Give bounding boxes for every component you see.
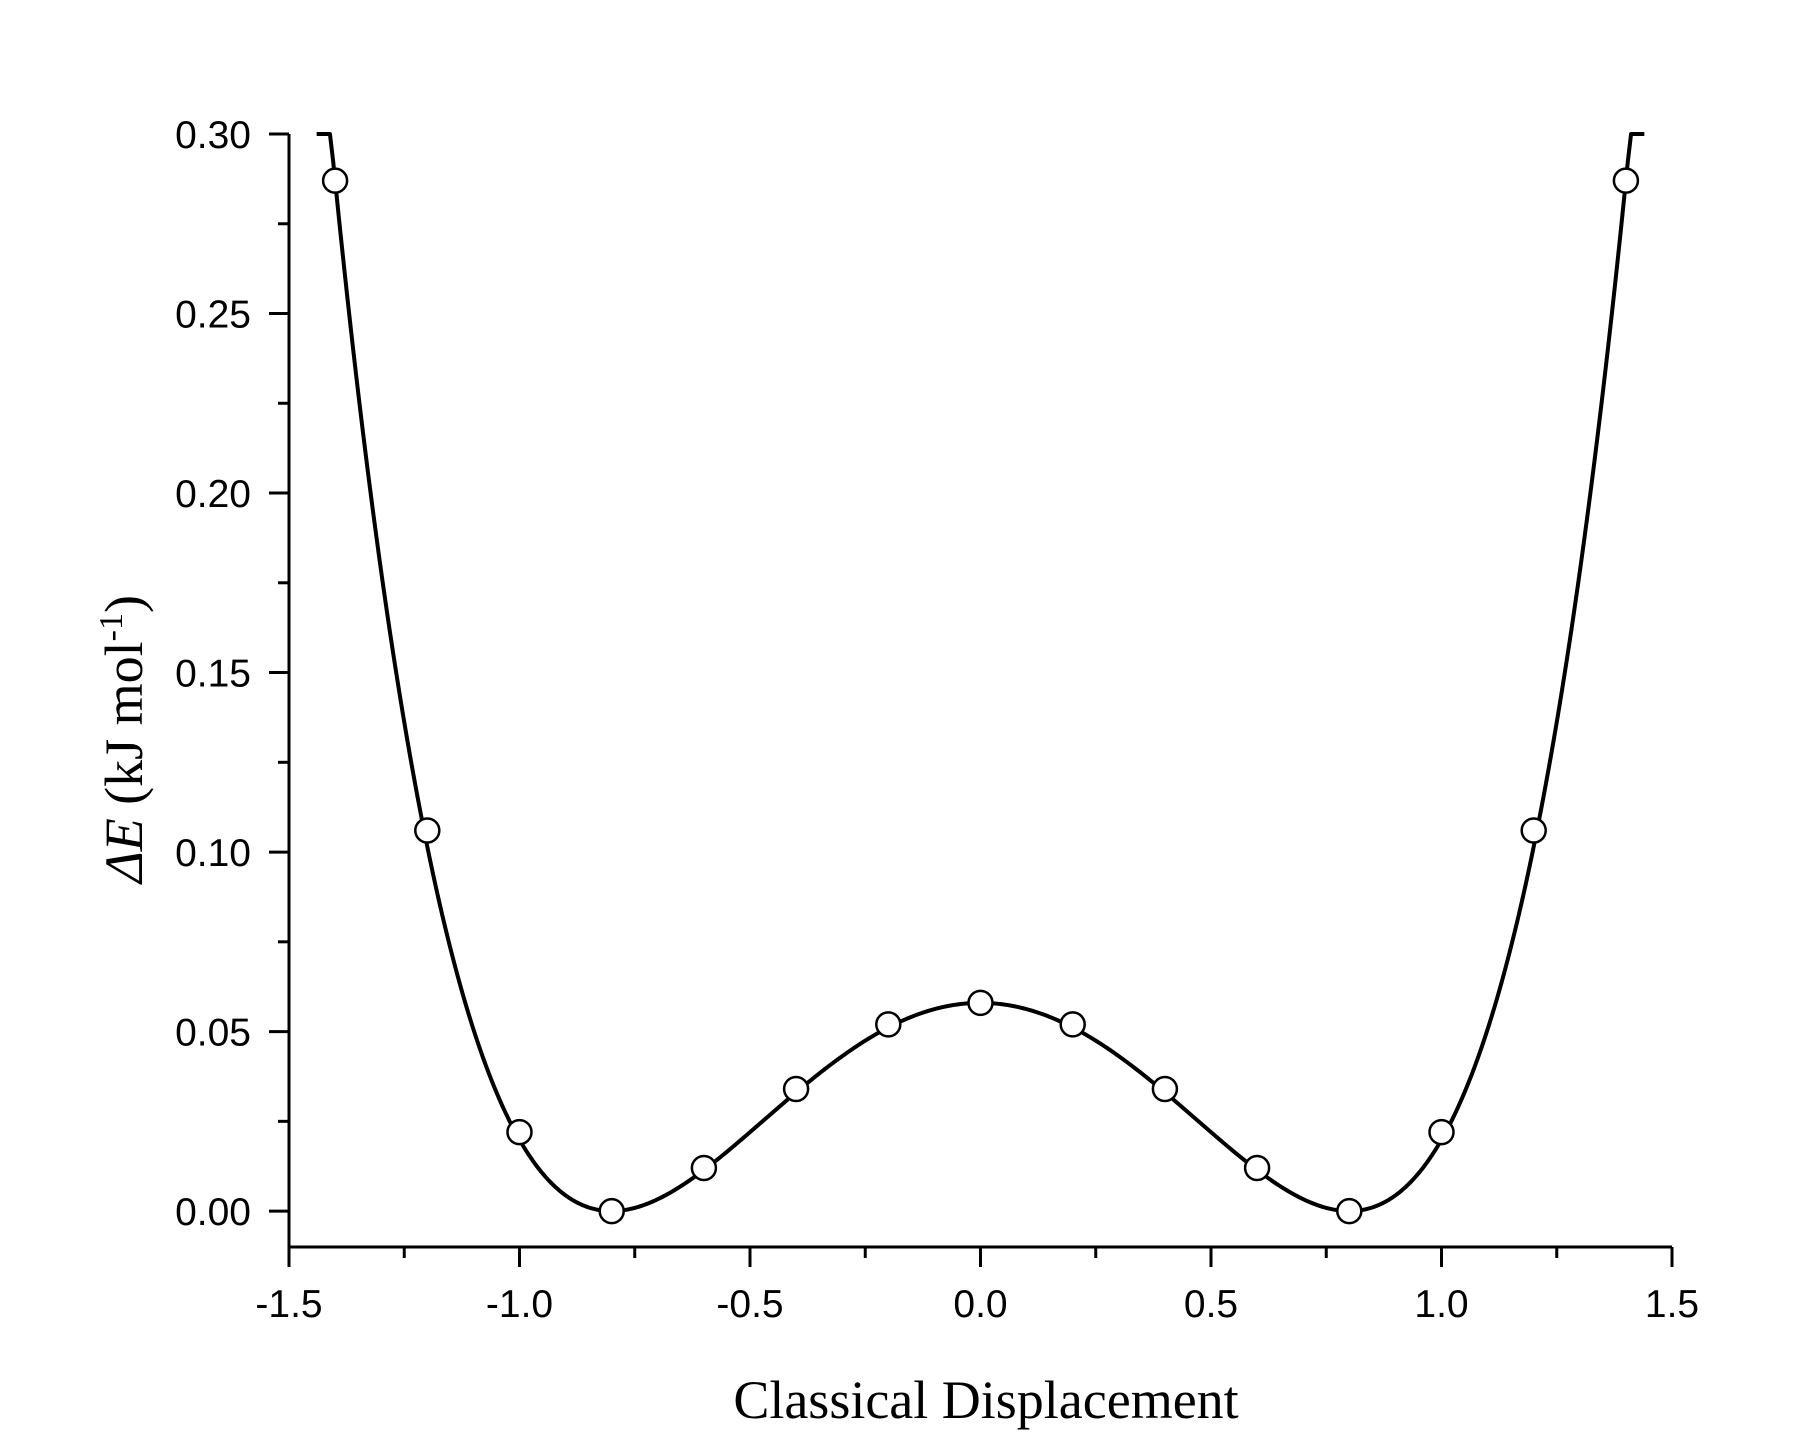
y-ticks: 0.00 0.05 0.10 0.15 0.20 0.25 0.30: [175, 114, 289, 1234]
y-tick-label: 0.10: [175, 832, 251, 875]
y-axis: 0.00 0.05 0.10 0.15 0.20 0.25 0.30: [175, 114, 291, 1247]
x-tick-label: -0.5: [716, 1283, 783, 1326]
plot-area: [316, 132, 1645, 1225]
x-tick-label: 1.0: [1414, 1283, 1468, 1326]
y-tick-label: 0.30: [175, 114, 251, 157]
data-point: [967, 989, 994, 1017]
y-axis-title-symbol: ΔE: [94, 818, 154, 885]
x-tick-label: -1.0: [486, 1283, 553, 1326]
data-point: [1336, 1197, 1363, 1225]
x-ticks: -1.5 -1.0 -0.5 0.0 0.5 1.0 1.5: [255, 1247, 1699, 1326]
data-points: [321, 167, 1640, 1225]
y-tick-label: 0.25: [175, 294, 251, 337]
x-tick-label: 0.5: [1184, 1283, 1238, 1326]
x-tick-label: 0.0: [953, 1283, 1007, 1326]
fit-curve: [316, 132, 1645, 1214]
data-point: [414, 817, 441, 844]
y-tick-label: 0.00: [175, 1191, 251, 1234]
y-axis-title-close: ): [94, 595, 154, 613]
data-point: [1612, 167, 1640, 194]
data-point: [782, 1075, 810, 1103]
x-tick-label: -1.5: [255, 1283, 322, 1326]
data-point: [1428, 1118, 1455, 1146]
y-axis-title-exponent: -1: [93, 613, 130, 641]
data-point: [1520, 817, 1547, 844]
data-point: [690, 1154, 718, 1182]
data-point: [1151, 1075, 1179, 1103]
y-tick-label: 0.15: [175, 653, 251, 696]
x-axis: -1.5 -1.0 -0.5 0.0 0.5 1.0 1.5: [255, 1245, 1699, 1326]
data-point: [506, 1118, 533, 1146]
data-point: [1243, 1154, 1271, 1182]
y-axis-title-unit: (kJ mol: [94, 641, 154, 818]
x-tick-label: 1.5: [1645, 1283, 1699, 1326]
y-axis-title: ΔE (kJ mol-1): [93, 595, 154, 885]
data-point: [1059, 1011, 1086, 1038]
data-point: [321, 167, 349, 194]
data-point: [598, 1197, 625, 1225]
x-axis-title: Classical Displacement: [733, 1370, 1238, 1430]
y-tick-label: 0.20: [175, 473, 251, 516]
data-point: [875, 1011, 902, 1038]
y-tick-label: 0.05: [175, 1012, 251, 1055]
